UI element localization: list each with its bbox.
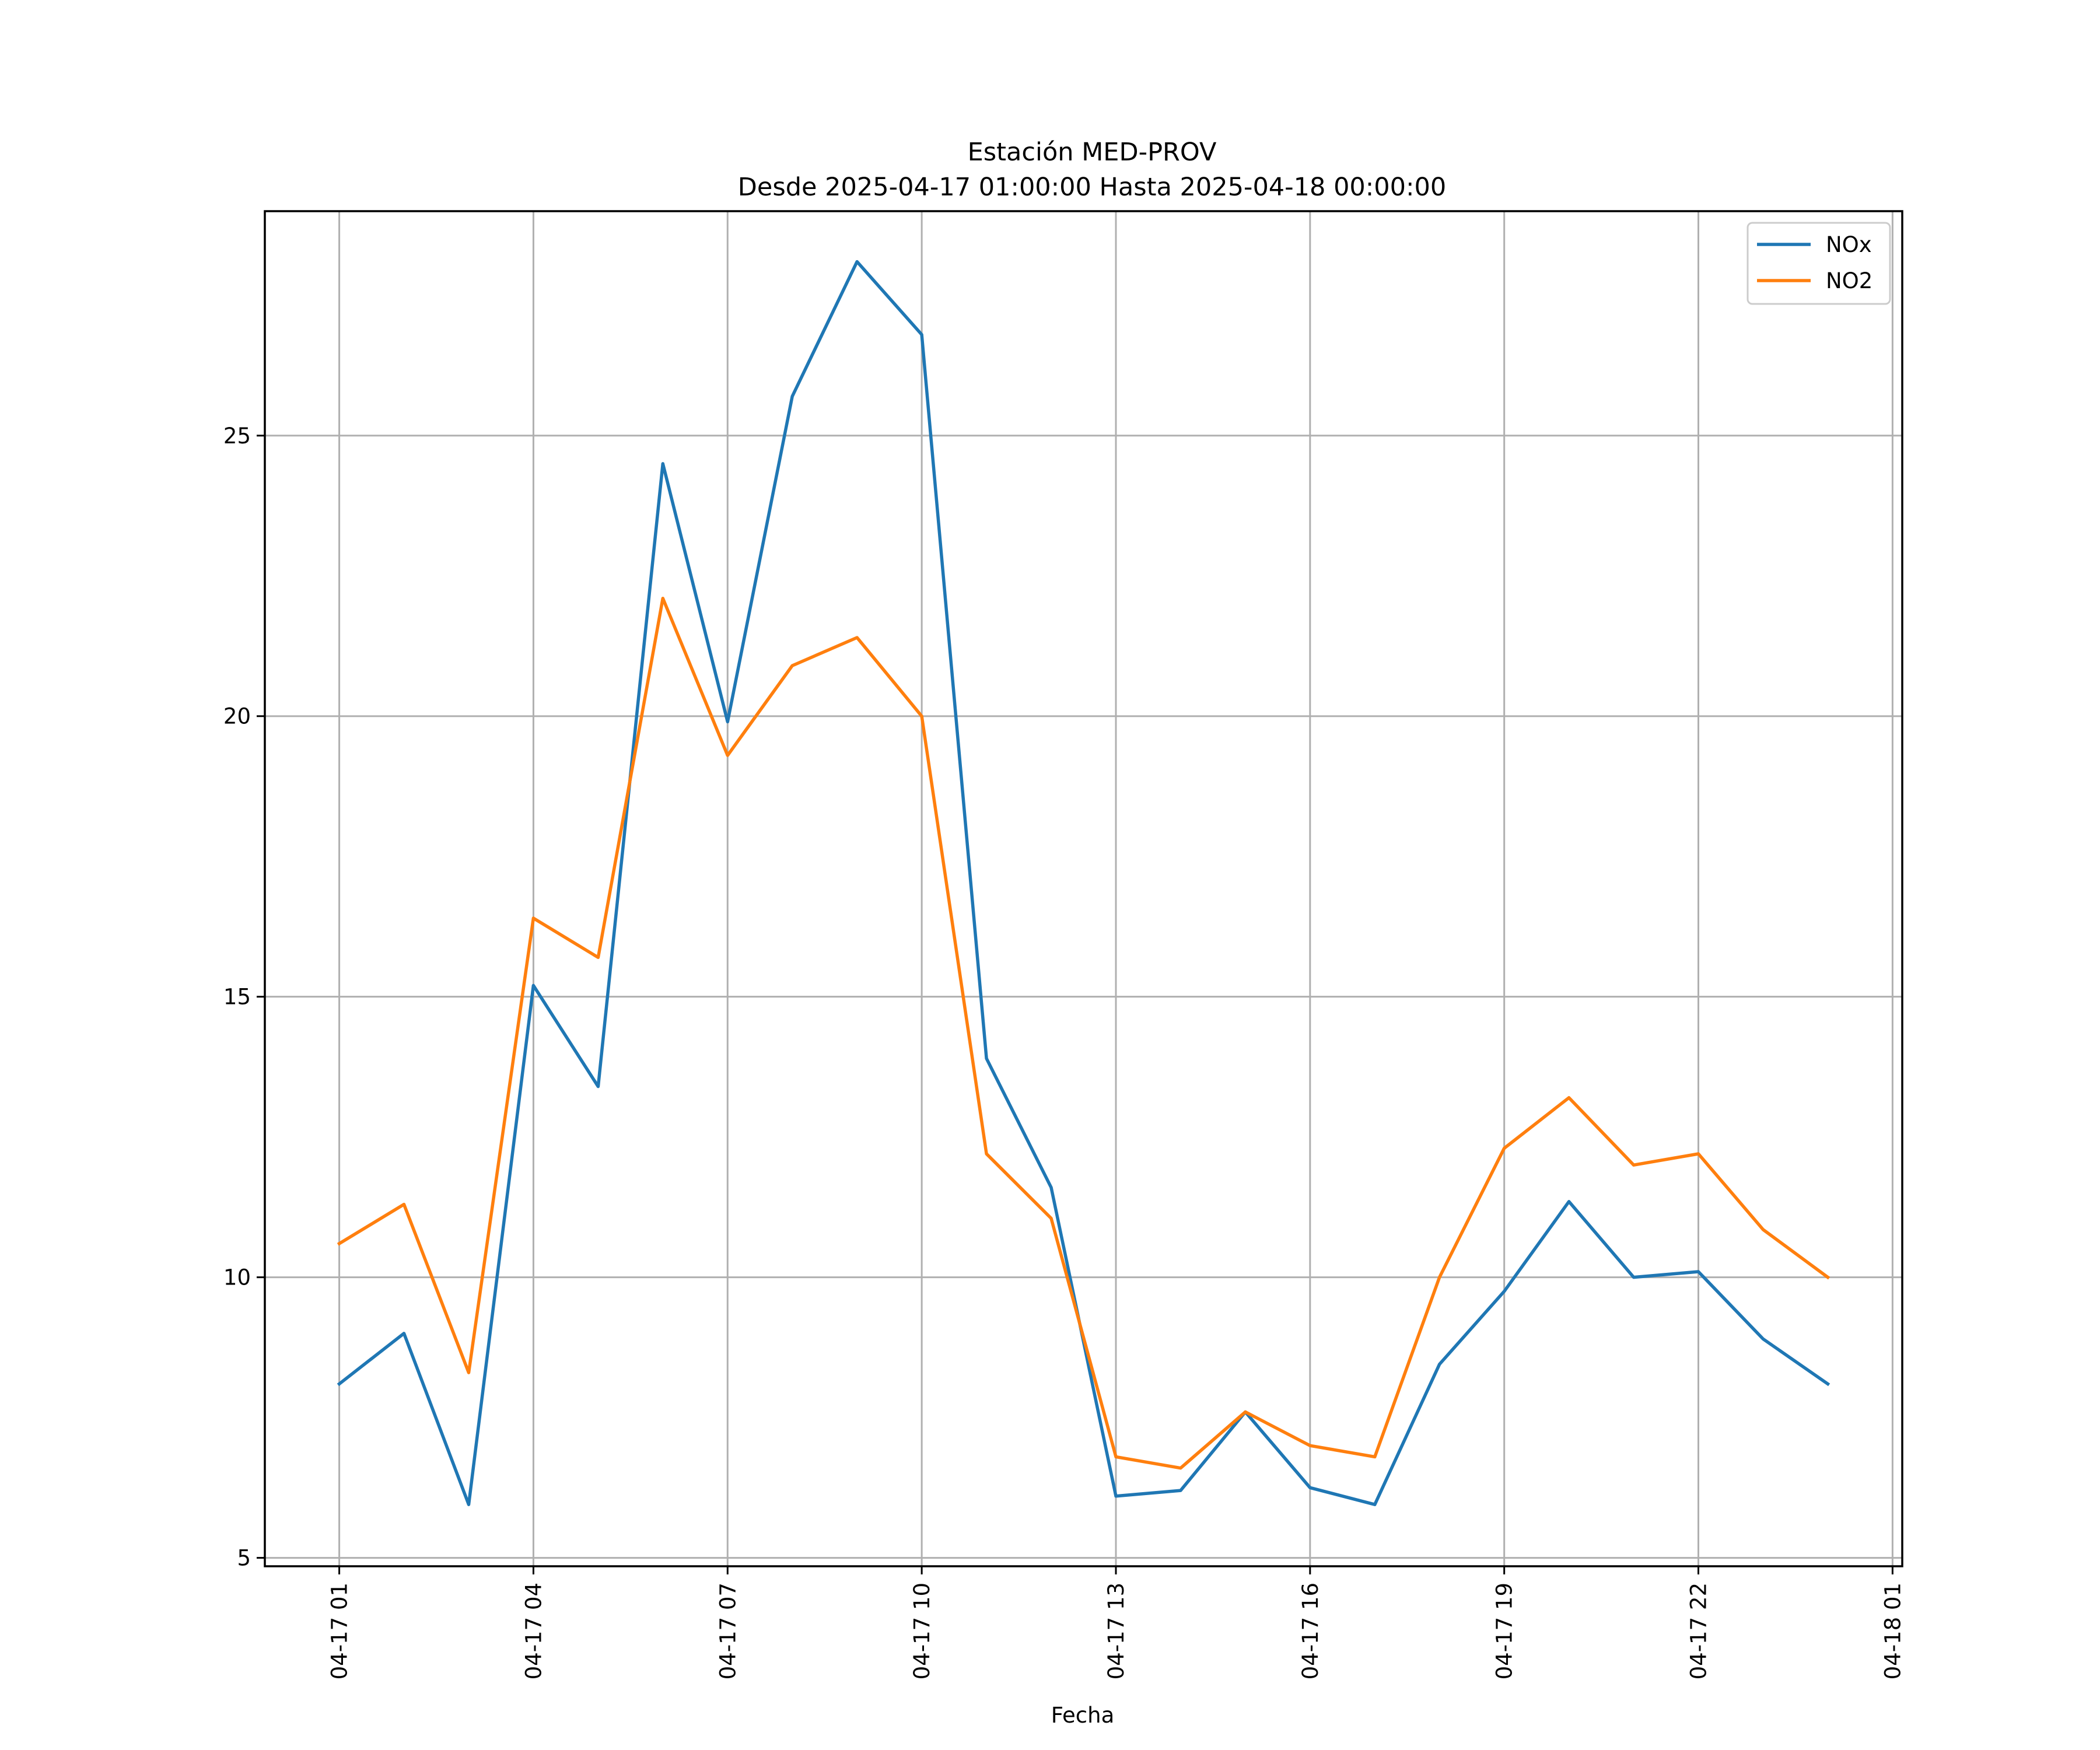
plot-frame: [264, 210, 1903, 1567]
axis-ticks: 04-17 01 04-17 04 04-17 07 04-17 10 04-17 13…: [223, 424, 1905, 1680]
y-tick-label: 25: [223, 424, 251, 449]
y-tick-label: 15: [223, 985, 251, 1010]
x-tick-label: 04-17 01: [327, 1583, 352, 1679]
series-line-no2: [337, 596, 1831, 1470]
x-tick-label: 04-17 13: [1104, 1583, 1129, 1679]
y-tick-label: 10: [223, 1265, 251, 1290]
x-tick-label: 04-18 01: [1880, 1583, 1905, 1679]
x-tick-label: 04-17 04: [521, 1583, 546, 1679]
x-tick-label: 04-17 10: [909, 1583, 935, 1679]
legend-label-nox: NOx: [1826, 232, 1872, 257]
legend: NOx NO2: [1746, 222, 1891, 305]
chart-title: Estación MED-PROV: [968, 138, 1217, 167]
plot-background: [265, 211, 1902, 1566]
grid: [265, 211, 1902, 1566]
x-tick-label: 04-17 22: [1686, 1583, 1712, 1679]
x-tick-label: 04-17 19: [1492, 1583, 1517, 1679]
x-tick-label: 04-17 16: [1298, 1583, 1323, 1679]
x-tick-label: 04-17 07: [715, 1583, 740, 1679]
legend-label-no2: NO2: [1826, 268, 1873, 293]
series-group: [337, 260, 1831, 1506]
x-axis-label: Fecha: [1051, 1703, 1115, 1728]
y-tick-label: 5: [237, 1546, 251, 1571]
y-tick-label: 20: [223, 704, 251, 729]
chart-subtitle: Desde 2025-04-17 01:00:00 Hasta 2025-04-…: [738, 173, 1446, 202]
